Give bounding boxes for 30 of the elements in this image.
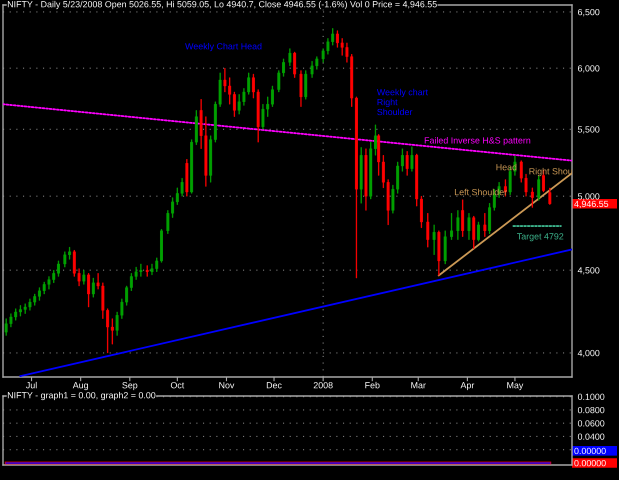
y-tick-label: 0.0400 xyxy=(578,433,604,440)
y-tick-label: 4,000 xyxy=(578,350,600,358)
x-tick-label: 2008 xyxy=(314,382,333,388)
chart-title: NIFTY - Daily 5/23/2008 Open 5026.55, Hi 5059.05, Lo 4940.7, Close 4946.55 (-1.6%) Vol 0 Price = 4,946.55 xyxy=(8,0,437,10)
y-tick-label: 0.0600 xyxy=(578,420,604,427)
y-tick-label: 5,000 xyxy=(578,193,600,201)
x-tick-label: Sep xyxy=(122,382,138,390)
y-tick-label: 5,500 xyxy=(578,126,600,134)
x-tick-label: Apr xyxy=(460,382,474,390)
x-tick-label: Oct xyxy=(170,382,184,388)
chart-title: NIFTY - graph1 = 0.00, graph2 = 0.00 xyxy=(8,392,156,400)
text: 0.00000 xyxy=(574,448,606,454)
x-tick-label: Aug xyxy=(72,382,88,390)
x-tick-label: Jul xyxy=(26,382,37,388)
x-tick-label: Mar xyxy=(411,382,426,388)
annotation: Failed Inverse H&S pattern xyxy=(424,137,530,146)
y-tick-label: 0.1000 xyxy=(578,394,604,400)
x-tick-label: Nov xyxy=(219,382,234,388)
annotation: Weekly chart Right Shoulder xyxy=(376,88,428,116)
x-tick-label: Dec xyxy=(266,382,282,388)
x-tick-label: Feb xyxy=(365,382,380,388)
annotation: Weekly Chart Head xyxy=(185,42,262,52)
x-tick-label: May xyxy=(507,382,524,390)
y-tick-label: 0.0800 xyxy=(578,406,604,414)
text: 0.00000 xyxy=(574,460,606,466)
y-tick-label: 6,000 xyxy=(578,65,600,73)
annotation: Target 4792 xyxy=(517,233,564,242)
y-tick-label: 4,500 xyxy=(578,267,600,275)
text: 4,946.55 xyxy=(574,200,608,208)
y-tick-label: 6,500 xyxy=(578,9,600,16)
